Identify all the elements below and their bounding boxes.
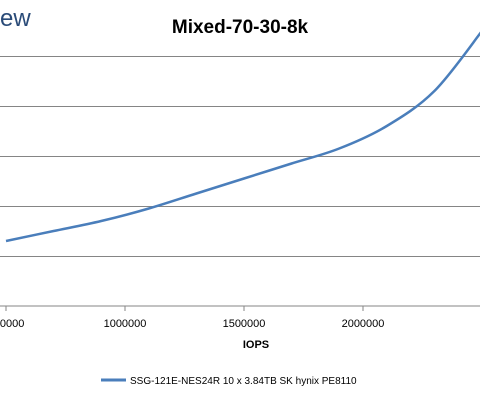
x-tick-label-3: 1500000 xyxy=(223,318,266,330)
series-line-1 xyxy=(5,31,480,243)
legend: SSG-121E-NES24R 10 x 3.84TB SK hynix PE8… xyxy=(101,376,357,387)
x-axis-label: IOPS xyxy=(243,339,269,351)
logo-text: ew xyxy=(0,5,31,32)
x-tick-label-4: 2000000 xyxy=(342,318,385,330)
x-axis-ticks: 500000 1000000 1500000 2000000 xyxy=(0,306,385,330)
series-layer xyxy=(5,31,480,243)
gridlines xyxy=(0,56,480,257)
x-tick-label-1: 500000 xyxy=(0,318,24,330)
x-tick-label-2: 1000000 xyxy=(104,318,147,330)
legend-label: SSG-121E-NES24R 10 x 3.84TB SK hynix PE8… xyxy=(130,376,357,387)
chart-title: Mixed-70-30-8k xyxy=(172,17,309,38)
